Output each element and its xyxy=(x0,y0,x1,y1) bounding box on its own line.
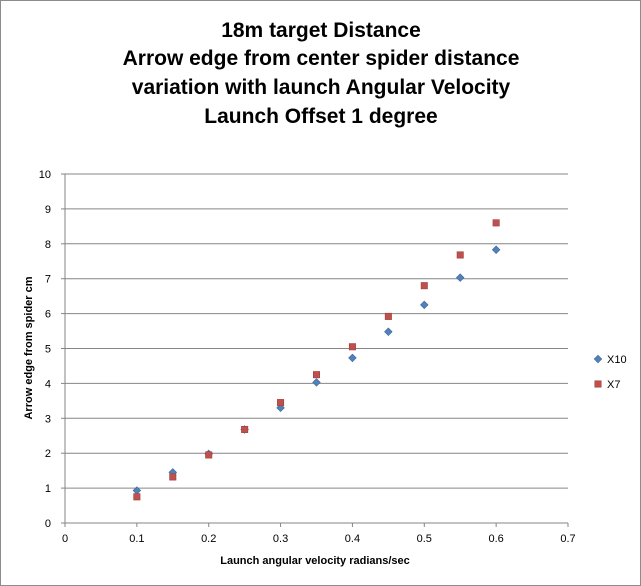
point-x7-8 xyxy=(420,282,428,290)
x-tick-label-0: 0 xyxy=(62,533,68,545)
x-tick-label-7: 0.7 xyxy=(560,533,575,545)
y-tick-label-3: 3 xyxy=(45,413,51,425)
point-x7-5 xyxy=(312,371,320,379)
axes xyxy=(61,173,569,527)
legend-label-x10: X10 xyxy=(607,354,627,366)
point-x10-10 xyxy=(491,245,501,254)
legend: X10 X7 xyxy=(593,354,627,391)
y-tick-label-6: 6 xyxy=(45,309,51,321)
y-tick-label-7: 7 xyxy=(45,274,51,286)
x-tick-labels: 0 0.1 0.2 0.3 0.4 0.5 0.6 0.7 xyxy=(62,533,576,545)
series-x10 xyxy=(132,245,501,495)
y-tick-label-10: 10 xyxy=(39,169,51,181)
gridlines xyxy=(65,173,568,489)
title-line-2: Arrow edge from center spider distance xyxy=(123,47,520,70)
point-x7-1 xyxy=(169,473,177,481)
y-tick-label-8: 8 xyxy=(45,239,51,251)
y-tick-label-5: 5 xyxy=(45,344,51,356)
title-line-3: variation with launch Angular Velocity xyxy=(132,76,511,99)
legend-marker-x7 xyxy=(594,380,602,388)
x-tick-label-3: 0.3 xyxy=(273,533,288,545)
y-tick-labels: 0 1 2 3 4 5 6 7 8 9 10 xyxy=(39,169,51,530)
point-x7-7 xyxy=(384,312,392,320)
y-tick-label-0: 0 xyxy=(45,518,51,530)
y-tick-label-1: 1 xyxy=(45,483,51,495)
x-tick-label-1: 0.1 xyxy=(129,533,144,545)
point-x7-6 xyxy=(348,343,356,351)
point-x10-8 xyxy=(420,300,429,310)
x-axis-title: Launch angular velocity radians/sec xyxy=(220,555,410,567)
title-line-1: 18m target Distance xyxy=(221,19,421,42)
title-line-4: Launch Offset 1 degree xyxy=(204,105,437,128)
point-x10-5 xyxy=(312,378,321,387)
y-tick-label-9: 9 xyxy=(45,204,51,216)
legend-marker-x10 xyxy=(593,354,603,364)
point-x10-6 xyxy=(348,353,357,363)
chart-title: 18m target Distance Arrow edge from cent… xyxy=(123,19,520,128)
y-tick-label-4: 4 xyxy=(45,378,51,390)
x-tick-label-4: 0.4 xyxy=(345,533,360,545)
point-x10-9 xyxy=(455,273,465,282)
legend-label-x7: X7 xyxy=(607,379,620,391)
point-x7-10 xyxy=(492,219,500,227)
x-tick-label-2: 0.2 xyxy=(201,533,216,545)
x-tick-label-6: 0.6 xyxy=(488,533,503,545)
point-x7-0 xyxy=(133,493,141,501)
series-x7 xyxy=(133,219,500,501)
point-x7-3 xyxy=(241,425,249,433)
point-x10-7 xyxy=(384,327,393,336)
y-tick-label-2: 2 xyxy=(45,448,51,460)
data-points xyxy=(132,219,501,501)
y-axis-title: Arrow edge from spider cm xyxy=(23,276,35,419)
point-x7-2 xyxy=(205,451,213,459)
x-tick-label-5: 0.5 xyxy=(417,533,432,545)
point-x7-9 xyxy=(456,251,464,259)
point-x7-4 xyxy=(277,399,285,407)
